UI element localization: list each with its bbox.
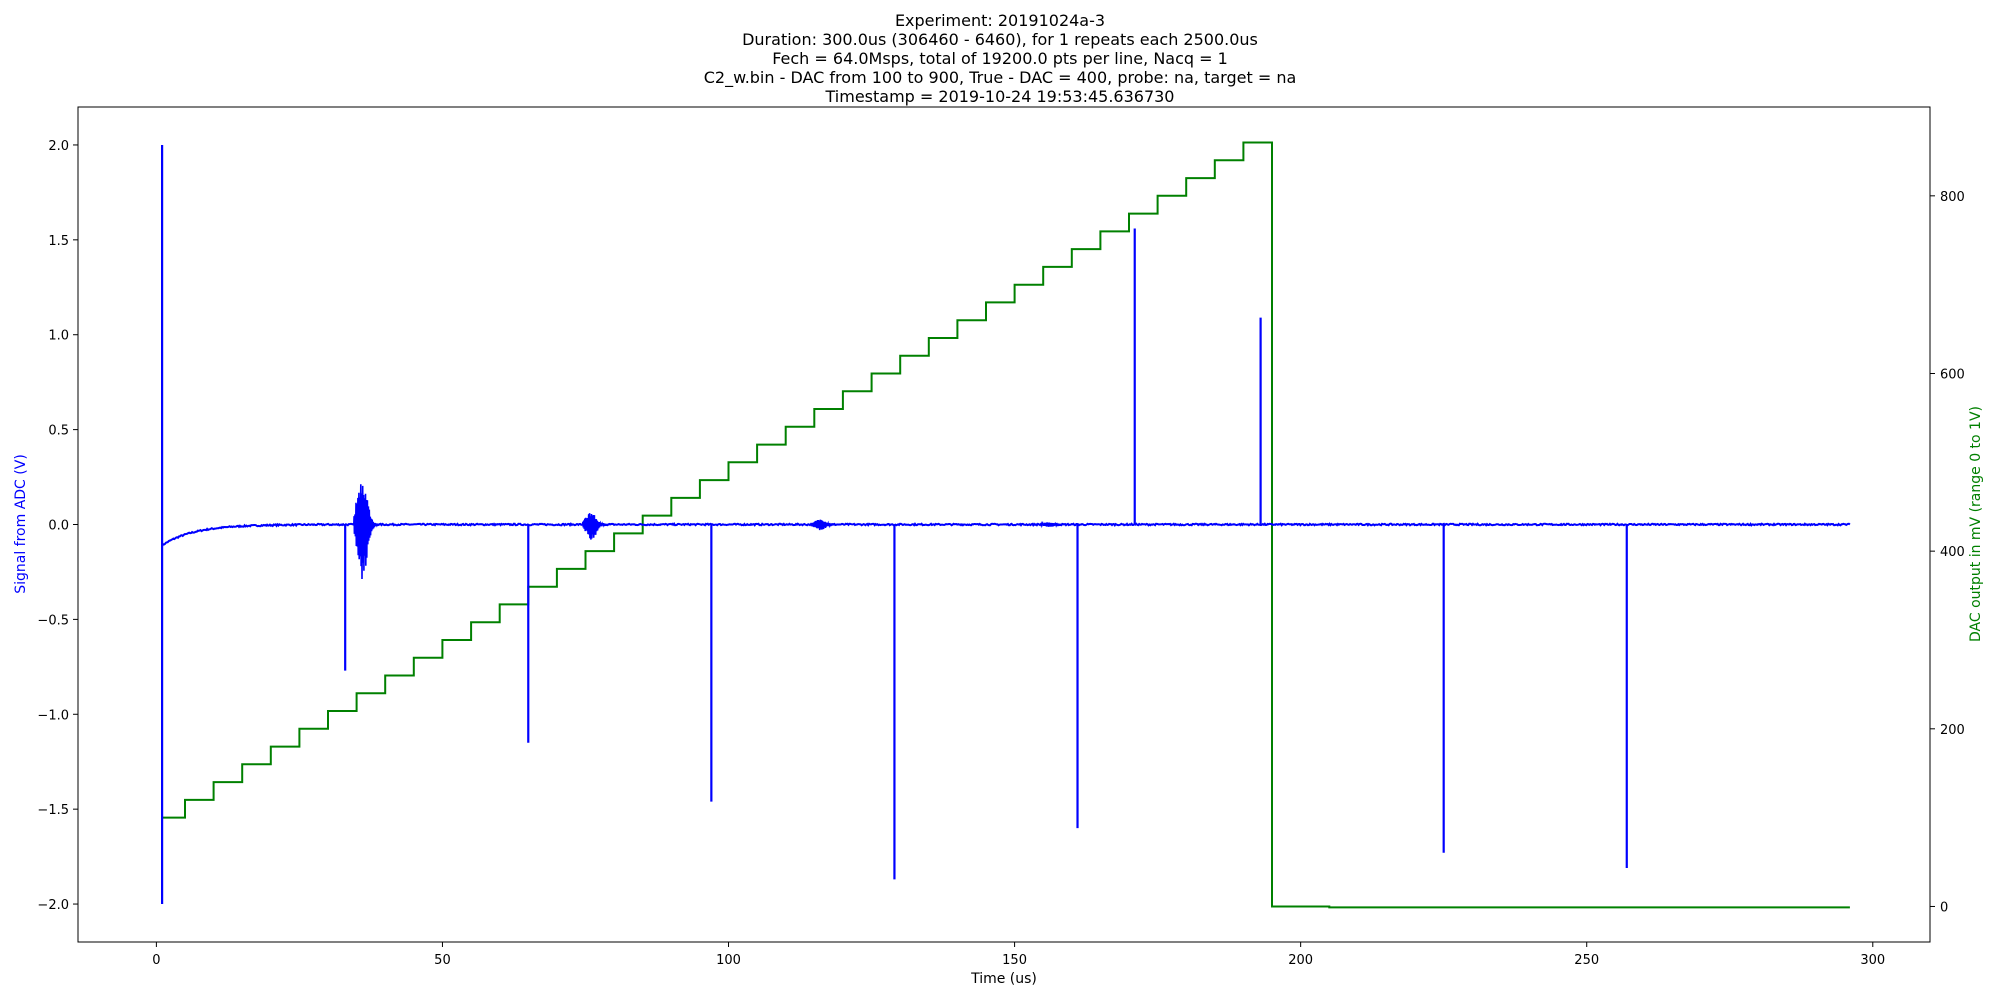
y-right-tick-label: 200: [1940, 723, 1965, 738]
x-tick-label: 100: [716, 953, 741, 968]
dac-step-line: [162, 141, 1850, 909]
plot-series: [161, 141, 1851, 909]
title-line-5: Timestamp = 2019-10-24 19:53:45.636730: [825, 87, 1175, 106]
adc-burst: [1039, 520, 1069, 529]
title-line-2: Duration: 300.0us (306460 - 6460), for 1…: [742, 30, 1258, 49]
y-left-tick-label: −1.5: [37, 803, 69, 818]
y-axis-left-label: Signal from ADC (V): [13, 454, 29, 594]
adc-burst: [353, 484, 383, 580]
y-left-tick-label: 1.5: [48, 234, 69, 249]
x-tick-label: 150: [1002, 953, 1027, 968]
x-tick-label: 250: [1574, 953, 1599, 968]
y-left-tick-label: −1.0: [37, 708, 69, 723]
y-left-tick-label: 1.0: [48, 329, 69, 344]
y-axis-right-label: DAC output in mV (range 0 to 1V): [1968, 406, 1984, 642]
x-axis-label: Time (us): [970, 971, 1037, 987]
y-left-tick-label: −0.5: [37, 613, 69, 628]
adc-signal-line: [161, 522, 1851, 547]
y-right-tick-label: 800: [1940, 190, 1965, 205]
x-tick-label: 50: [434, 953, 451, 968]
y-right-tick-label: 600: [1940, 367, 1965, 382]
y-axis-right-ticks: 0 200 400 600 800: [1930, 190, 1965, 915]
adc-burst: [581, 513, 612, 540]
title-line-1: Experiment: 20191024a-3: [894, 11, 1106, 30]
y-right-tick-label: 400: [1940, 545, 1965, 560]
y-axis-left-ticks: −2.0 −1.5 −1.0 −0.5 0.0 0.5 1.0 1.5 2.0: [37, 139, 78, 913]
y-left-tick-label: 0.5: [48, 424, 69, 439]
x-tick-label: 200: [1288, 953, 1313, 968]
chart-title: Experiment: 20191024a-3 Duration: 300.0u…: [0, 11, 2000, 106]
y-left-tick-label: 2.0: [48, 139, 69, 154]
x-tick-label: 300: [1860, 953, 1885, 968]
title-line-4: C2_w.bin - DAC from 100 to 900, True - D…: [703, 68, 1297, 87]
title-line-3: Fech = 64.0Msps, total of 19200.0 pts pe…: [772, 49, 1228, 68]
y-left-tick-label: 0.0: [48, 519, 69, 534]
y-left-tick-label: −2.0: [37, 898, 69, 913]
y-right-tick-label: 0: [1940, 900, 1948, 915]
x-tick-label: 0: [152, 953, 160, 968]
adc-burst: [810, 519, 841, 531]
x-axis-ticks: 0 50 100 150 200 250 300: [152, 942, 1885, 968]
